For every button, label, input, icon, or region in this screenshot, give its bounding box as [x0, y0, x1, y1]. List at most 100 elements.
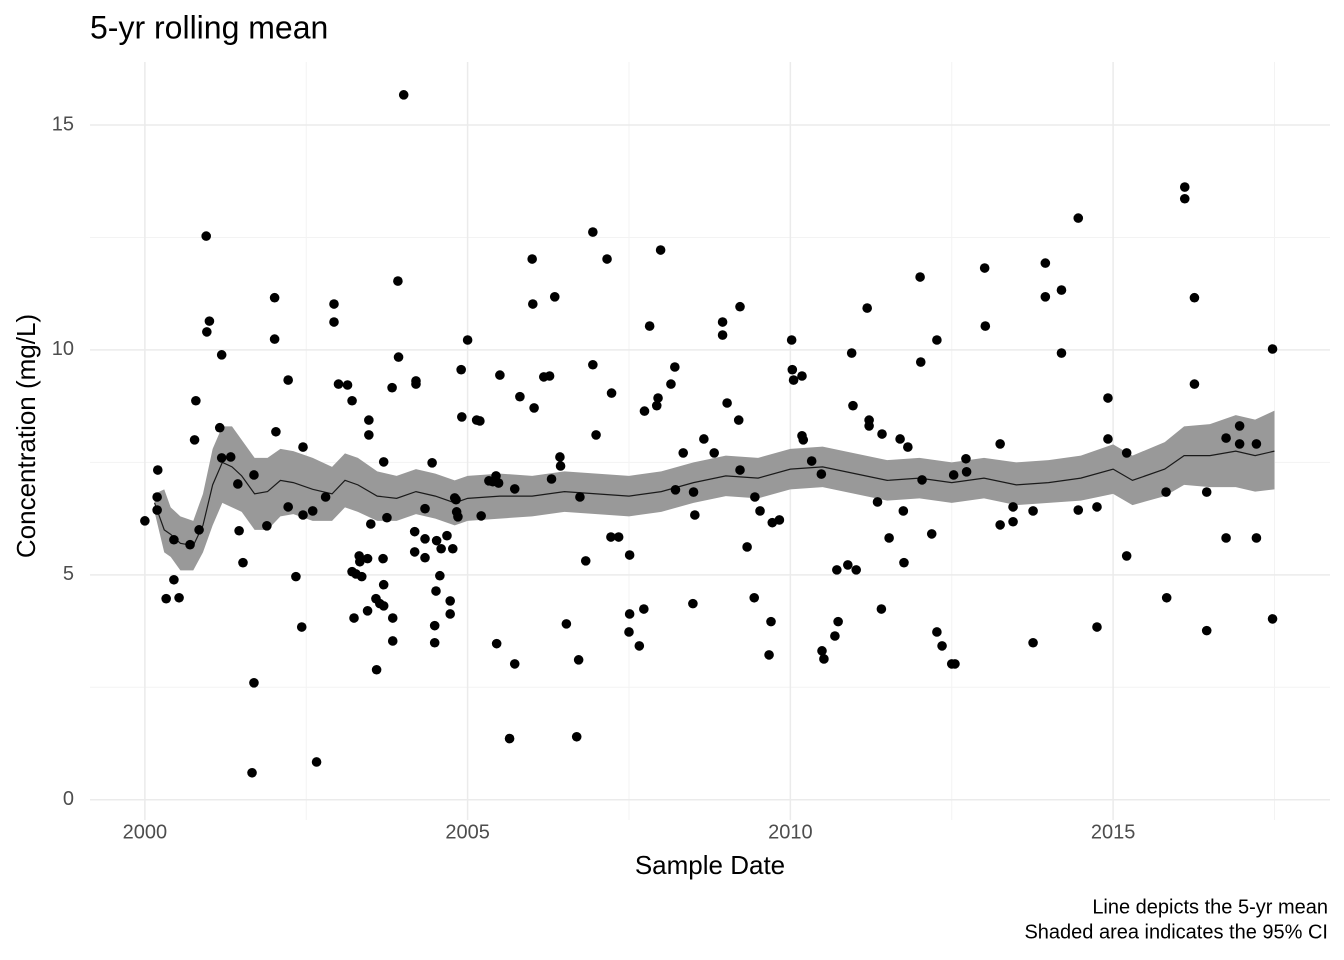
- caption: Line depicts the 5-yr mean: [1092, 896, 1328, 918]
- data-point: [1073, 505, 1084, 515]
- data-point: [1201, 487, 1212, 497]
- data-point: [429, 620, 440, 631]
- data-point: [1008, 516, 1018, 527]
- data-point: [602, 254, 612, 264]
- data-point: [979, 263, 990, 273]
- data-point: [1234, 421, 1245, 431]
- data-point: [333, 379, 344, 389]
- data-point: [1251, 533, 1262, 543]
- data-point: [571, 731, 582, 742]
- data-point: [1040, 292, 1051, 302]
- data-point: [1092, 502, 1102, 512]
- data-point: [283, 375, 293, 385]
- data-point: [462, 335, 473, 345]
- data-point: [549, 292, 560, 302]
- data-point: [639, 604, 649, 614]
- data-point: [851, 565, 862, 575]
- data-point: [1056, 348, 1067, 358]
- data-point: [926, 529, 937, 539]
- y-axis-title: Concentration (mg/L): [11, 314, 41, 558]
- data-point: [1179, 193, 1190, 204]
- data-point: [1008, 502, 1018, 512]
- data-point: [899, 557, 909, 568]
- data-point: [364, 415, 374, 425]
- rolling-mean-line: [153, 450, 1275, 547]
- data-point: [431, 586, 441, 596]
- data-point: [798, 435, 809, 445]
- data-point: [872, 497, 883, 507]
- data-point: [932, 627, 942, 637]
- data-point: [269, 334, 280, 344]
- data-point: [639, 406, 650, 416]
- data-point: [476, 511, 486, 521]
- data-point: [214, 422, 225, 433]
- data-point: [655, 245, 666, 255]
- data-point: [606, 388, 617, 398]
- data-point: [291, 571, 301, 582]
- data-point: [442, 530, 452, 541]
- data-point: [355, 556, 365, 567]
- y-tick-label: 5: [63, 563, 74, 585]
- data-point: [588, 359, 598, 370]
- data-point: [717, 330, 728, 340]
- data-point: [356, 571, 367, 582]
- data-point: [225, 452, 236, 462]
- x-tick-label: 2015: [1091, 821, 1136, 843]
- data-point: [307, 506, 318, 516]
- data-point: [233, 479, 243, 489]
- x-tick-label: 2005: [445, 821, 490, 843]
- data-point: [788, 375, 799, 385]
- data-point: [387, 636, 398, 646]
- data-point: [1073, 213, 1084, 223]
- data-point: [329, 299, 339, 309]
- x-axis-title: Sample Date: [635, 850, 785, 880]
- data-point: [764, 650, 774, 660]
- data-point: [435, 570, 445, 581]
- data-point: [457, 412, 467, 422]
- data-point: [249, 677, 259, 688]
- data-point: [202, 327, 212, 337]
- data-point: [717, 317, 728, 327]
- data-point: [948, 470, 959, 480]
- data-point: [644, 321, 655, 331]
- data-point: [491, 638, 502, 649]
- data-point: [298, 510, 308, 520]
- data-point: [862, 303, 872, 313]
- data-point: [371, 664, 382, 675]
- data-point: [447, 543, 458, 554]
- data-point: [191, 395, 201, 406]
- data-point: [365, 519, 376, 529]
- data-point: [283, 502, 293, 512]
- data-point: [733, 415, 744, 425]
- data-point: [651, 400, 662, 411]
- data-point: [653, 393, 663, 403]
- data-point: [431, 535, 442, 546]
- data-point: [409, 526, 420, 537]
- data-point: [995, 439, 1005, 449]
- y-tick-label: 0: [63, 788, 74, 810]
- data-point: [1221, 433, 1231, 443]
- data-point: [1103, 434, 1113, 444]
- data-point: [817, 646, 827, 656]
- data-point: [298, 442, 308, 452]
- data-point: [234, 525, 244, 536]
- data-point: [262, 520, 272, 531]
- data-point: [509, 659, 520, 669]
- data-point: [311, 757, 322, 767]
- data-point: [546, 474, 557, 484]
- data-point: [329, 317, 339, 327]
- data-point: [152, 492, 162, 502]
- data-point: [504, 733, 515, 744]
- caption: Shaded area indicates the 95% CI: [1024, 921, 1328, 943]
- data-point: [670, 362, 680, 372]
- data-point: [1028, 637, 1038, 648]
- data-point: [362, 553, 373, 564]
- data-point: [420, 503, 430, 514]
- data-point: [451, 494, 461, 505]
- data-point: [204, 316, 215, 326]
- data-point: [787, 364, 798, 375]
- data-point: [995, 520, 1005, 530]
- x-tick-label: 2010: [768, 821, 813, 843]
- data-point: [1056, 285, 1067, 295]
- data-point: [349, 613, 359, 623]
